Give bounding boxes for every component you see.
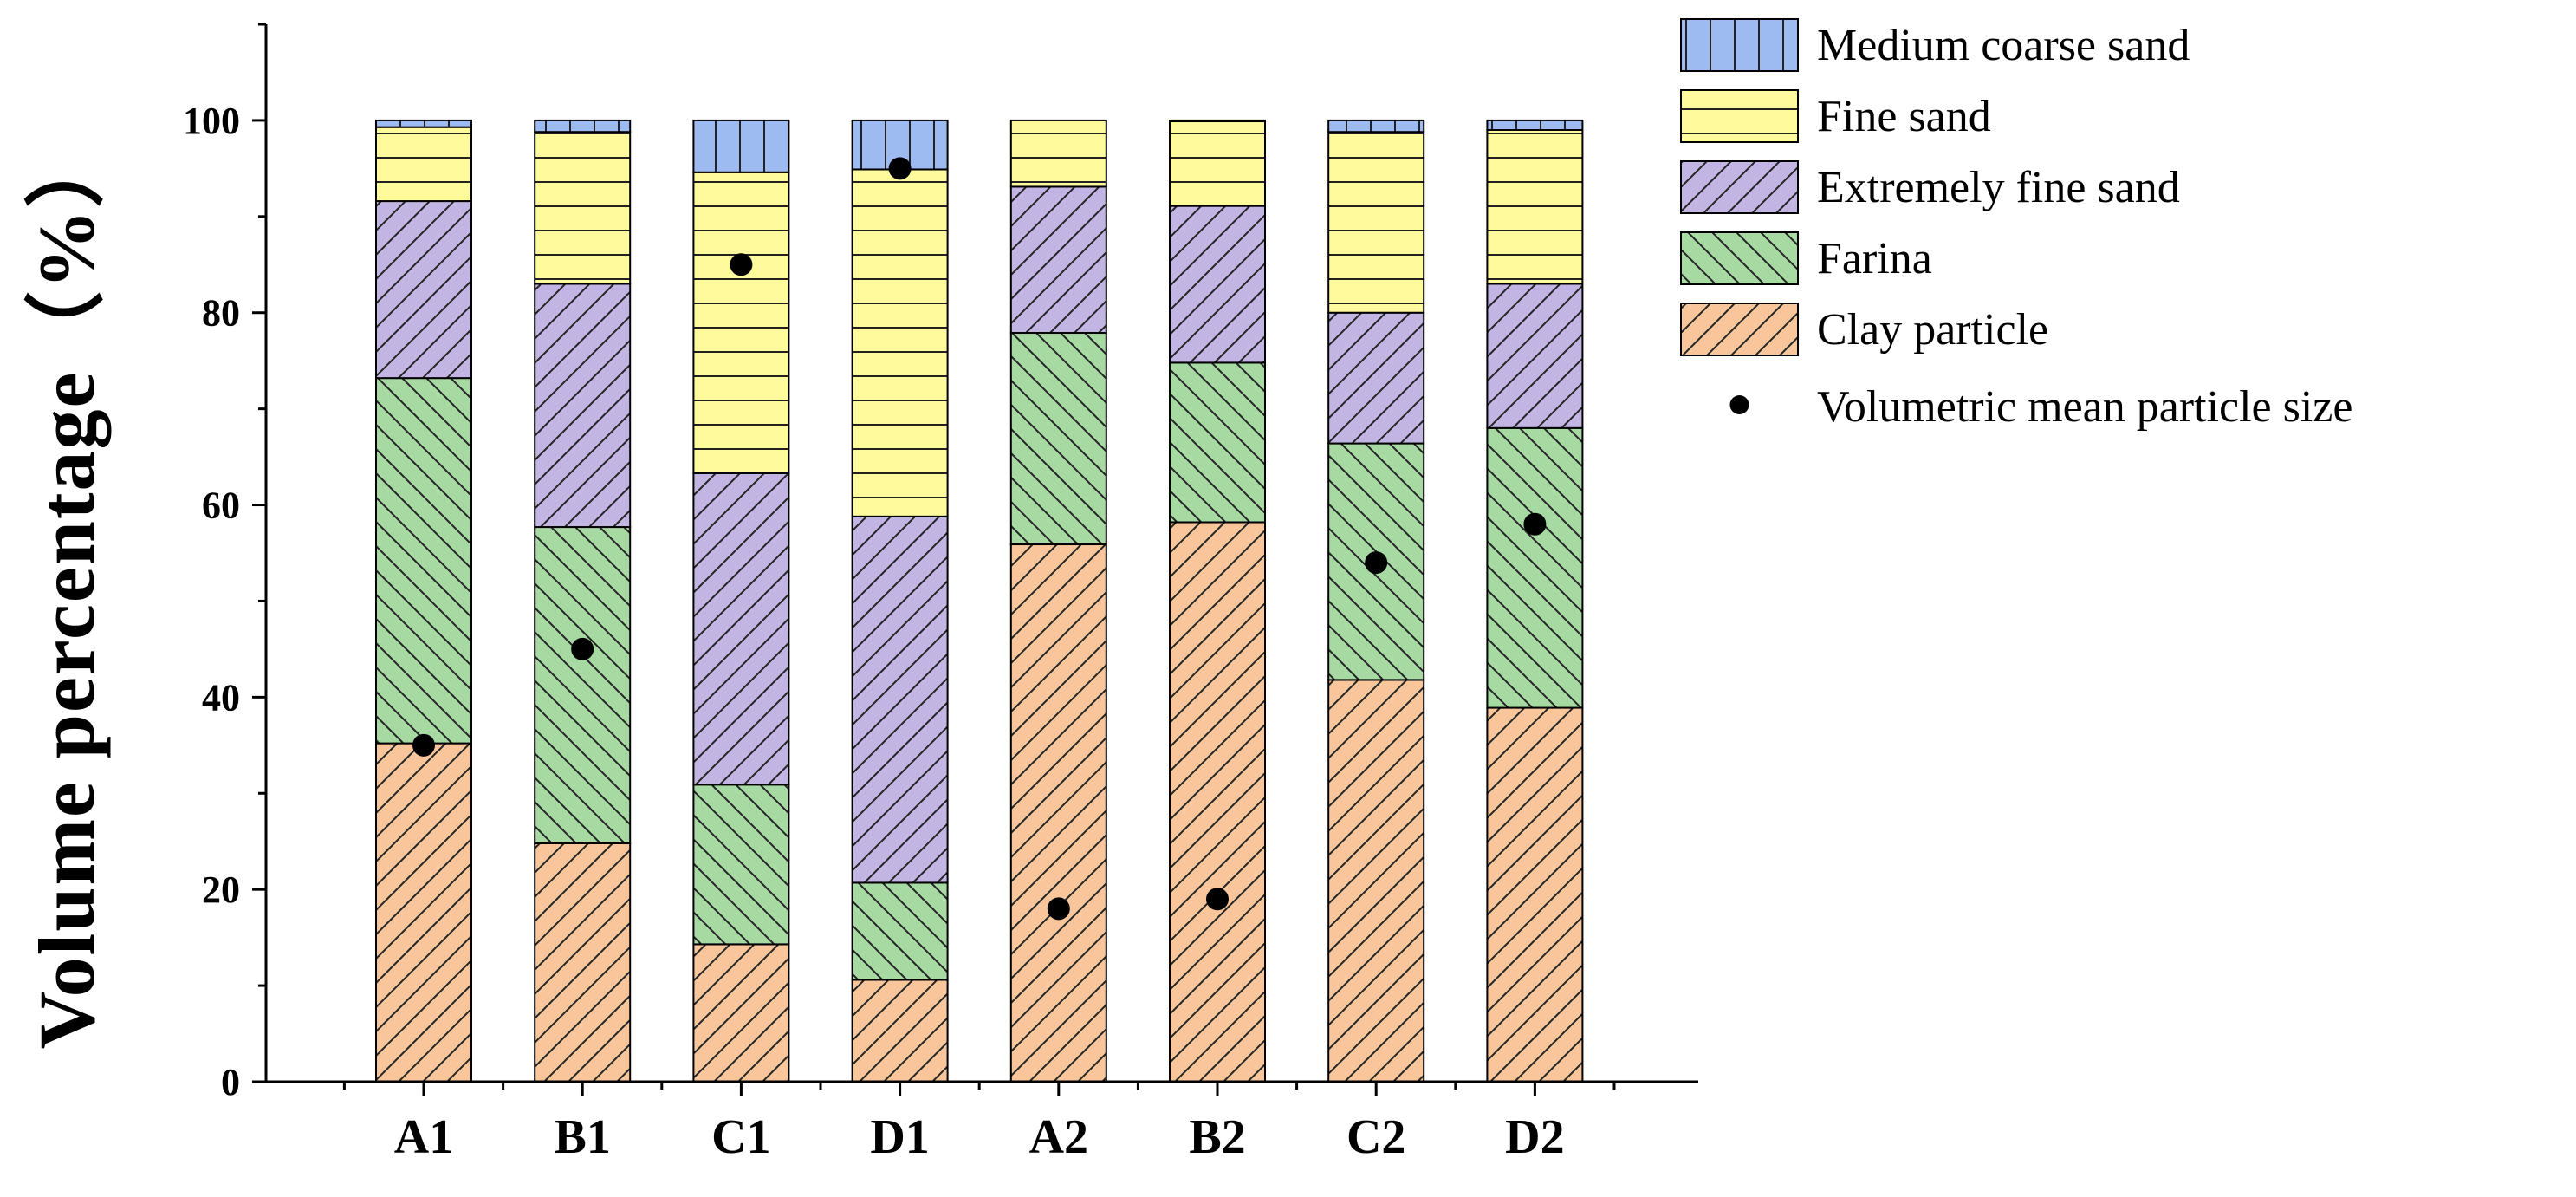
bar-c2-clay-particle [1327,679,1425,1083]
bar-c1-extremely-fine-sand [692,472,790,786]
bar-d1-extremely-fine-sand [851,515,949,884]
legend: Medium coarse sand Fine sand Extremely fin… [1680,18,2352,432]
bar-d1-clay-particle [851,979,949,1083]
mean-size-point-a1 [412,733,435,757]
mean-size-point-d2 [1523,512,1547,536]
bar-a1-clay-particle [375,742,472,1083]
y-axis-title: Volume percentage（%） [23,127,111,1050]
mean-size-point-a2 [1047,897,1070,921]
x-tick-label-a2: A2 [1029,1110,1088,1164]
y-tick-label: 100 [183,100,240,142]
mean-size-point-c2 [1365,551,1388,575]
bar-d2-medium-coarse-sand [1486,119,1584,131]
bar-d1-fine-sand [851,168,949,517]
x-tick-label-b1: B1 [555,1110,611,1164]
bar-b1-medium-coarse-sand [534,119,632,133]
legend-swatch-medium-coarse-sand [1680,18,1799,72]
legend-swatch-fine-sand [1680,89,1799,143]
legend-label-farina: Farina [1817,234,1932,283]
axes-layer [252,23,1698,1096]
x-tick-label-d2: D2 [1505,1110,1564,1164]
bar-d2-extremely-fine-sand [1486,283,1584,429]
bar-b2-extremely-fine-sand [1169,205,1266,364]
x-tick-label-a1: A1 [394,1110,453,1164]
bar-c2-medium-coarse-sand [1327,119,1425,133]
legend-swatch-extremely-fine-sand [1680,160,1799,214]
y-tick-label: 20 [202,868,240,911]
mean-size-point-d1 [888,157,912,180]
bars-layer [375,119,1584,1083]
bar-b2-farina [1169,361,1266,524]
bar-c1-medium-coarse-sand [692,119,790,173]
bar-b1-clay-particle [534,842,632,1083]
scatter-points-layer [412,157,1547,921]
bar-a1-medium-coarse-sand [375,119,472,128]
bar-c1-clay-particle [692,943,790,1083]
bar-a2-extremely-fine-sand [1009,185,1107,335]
legend-swatch-farina [1680,231,1799,285]
bar-a1-farina [375,377,472,745]
y-tick-label: 60 [202,485,240,527]
bar-b1-extremely-fine-sand [534,283,632,529]
bar-a2-fine-sand [1009,119,1107,188]
mean-size-point-b1 [571,637,594,660]
bar-a1-extremely-fine-sand [375,200,472,380]
x-tick-label-d1: D1 [870,1110,929,1164]
bar-c1-farina [692,784,790,946]
bar-d2-clay-particle [1486,706,1584,1083]
bar-d2-farina [1486,426,1584,709]
bar-c2-extremely-fine-sand [1327,311,1425,445]
x-tick-label-c2: C2 [1346,1110,1405,1164]
bar-b2-clay-particle [1169,521,1266,1083]
bar-a2-clay-particle [1009,543,1107,1083]
bar-d1-farina [851,881,949,981]
y-tick-label: 80 [202,292,240,335]
bar-c1-fine-sand [692,171,790,474]
legend-label-medium-coarse-sand: Medium coarse sand [1817,21,2190,70]
labels-layer: 0 20 40 60 80 100 A1 B1 C1 D1 A2 B2 C2 D2 Volume perce… [23,100,1565,1164]
bar-a1-fine-sand [375,126,472,203]
y-tick-label: 0 [221,1061,240,1103]
bar-c2-fine-sand [1327,131,1425,314]
legend-label-clay-particle: Clay particle [1817,305,2048,355]
legend-label-mean-size: Volumetric mean particle size [1817,382,2352,432]
x-tick-label-c1: C1 [711,1110,770,1164]
bar-a2-farina [1009,332,1107,546]
legend-swatch-clay-particle [1680,303,1799,356]
bar-b1-farina [534,526,632,844]
x-tick-label-b2: B2 [1189,1110,1245,1164]
mean-size-point-b2 [1206,888,1229,911]
legend-marker-mean-size [1729,395,1749,414]
bar-b1-fine-sand [534,131,632,285]
legend-label-fine-sand: Fine sand [1817,92,1991,141]
y-tick-label: 40 [202,676,240,719]
bar-b2-medium-coarse-sand [1169,119,1266,123]
legend-label-extremely-fine-sand: Extremely fine sand [1817,163,2180,212]
bar-b2-fine-sand [1169,120,1266,207]
mean-size-point-c1 [730,253,753,276]
bar-d2-fine-sand [1486,129,1584,285]
